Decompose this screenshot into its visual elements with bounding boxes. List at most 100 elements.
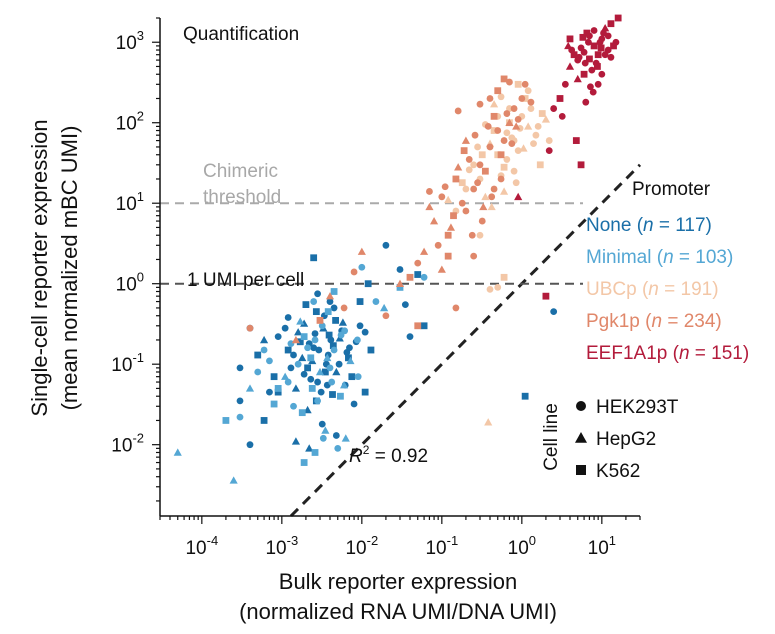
data-point (500, 163, 508, 171)
data-point (340, 381, 349, 389)
data-point (266, 388, 273, 396)
data-point (462, 185, 470, 193)
data-point (274, 388, 282, 396)
r-squared-value: = 0.92 (369, 446, 428, 467)
data-point (330, 288, 338, 295)
data-point (284, 378, 292, 386)
data-point (318, 322, 326, 330)
data-point (281, 372, 290, 380)
cell-line-legend: Cell line HEK293T HepG2 K562 (541, 397, 679, 482)
data-point (487, 202, 496, 211)
data-point (274, 385, 282, 392)
data-point (300, 319, 309, 327)
data-point (474, 179, 482, 187)
data-point (274, 333, 282, 341)
data-point (577, 161, 585, 169)
chimeric-label-line-1: Chimeric (203, 161, 278, 182)
data-point (484, 123, 492, 130)
data-point (350, 400, 358, 408)
data-point (315, 367, 325, 376)
data-point (315, 346, 323, 354)
y-tick-label: 100 (116, 270, 144, 296)
data-point (458, 199, 466, 207)
data-point (598, 70, 606, 78)
data-point (573, 74, 582, 83)
data-point (364, 280, 372, 288)
data-point (310, 344, 318, 352)
data-point (350, 268, 358, 276)
data-point (494, 87, 502, 95)
data-point (564, 41, 573, 50)
one-umi-label: 1 UMI per cell (187, 270, 304, 291)
data-point (468, 231, 476, 239)
data-point (396, 283, 404, 291)
data-point (494, 127, 502, 134)
data-point (324, 308, 332, 316)
data-point (542, 292, 550, 300)
data-point (335, 360, 343, 368)
data-point (587, 83, 594, 91)
data-point (481, 192, 490, 201)
circle-marker-icon (576, 401, 586, 411)
data-point (246, 324, 254, 332)
data-point (532, 131, 540, 139)
data-point (550, 105, 558, 112)
data-point (395, 279, 405, 287)
x-tick-label: 100 (508, 533, 536, 559)
data-point (291, 384, 300, 392)
data-point (597, 44, 605, 52)
data-point (260, 346, 268, 354)
data-point (490, 100, 499, 108)
data-point (470, 161, 478, 169)
data-point (307, 354, 315, 362)
data-point (314, 378, 322, 386)
cell-line-legend-item: HepG2 (596, 429, 656, 450)
data-point (346, 344, 353, 352)
data-point (266, 357, 273, 365)
data-point (510, 105, 518, 112)
data-point (524, 122, 533, 130)
data-point (444, 195, 453, 204)
data-point (570, 51, 578, 59)
data-point (474, 143, 482, 151)
data-point (581, 59, 589, 67)
data-point (550, 308, 558, 316)
data-point (298, 409, 306, 417)
r-squared-annotation: R2 = 0.92 (349, 443, 428, 467)
data-point (281, 324, 289, 332)
data-point (484, 418, 493, 426)
triangle-marker-icon (575, 432, 587, 443)
series-pgk1p (246, 75, 535, 344)
data-point (521, 80, 529, 88)
data-point (470, 185, 478, 193)
data-point (346, 356, 355, 365)
data-point (326, 298, 334, 305)
data-point (414, 259, 422, 267)
data-point (438, 193, 446, 201)
data-point (307, 375, 315, 383)
data-point (503, 156, 511, 163)
data-point (500, 137, 508, 144)
promoter-legend-item: UBCp (n = 191) (586, 279, 719, 300)
data-point (521, 392, 529, 400)
data-point (478, 151, 486, 159)
data-point (325, 331, 333, 339)
data-point (396, 266, 404, 273)
data-point (589, 88, 597, 96)
data-point (353, 336, 361, 344)
data-point (601, 23, 610, 32)
data-point (254, 351, 262, 359)
data-point (300, 333, 308, 341)
data-point (318, 420, 326, 428)
data-point (508, 134, 516, 142)
x-axis-label-line-2: (normalized RNA UMI/DNA UMI) (239, 599, 557, 624)
data-point (452, 304, 460, 312)
data-point (420, 273, 428, 281)
series-minimal (173, 263, 428, 484)
y-tick-label: 102 (116, 109, 144, 135)
data-point (290, 402, 297, 410)
data-point (332, 432, 340, 439)
x-axis-label-line-1: Bulk reporter expression (279, 569, 517, 594)
data-point (314, 290, 322, 298)
data-point (173, 448, 182, 456)
